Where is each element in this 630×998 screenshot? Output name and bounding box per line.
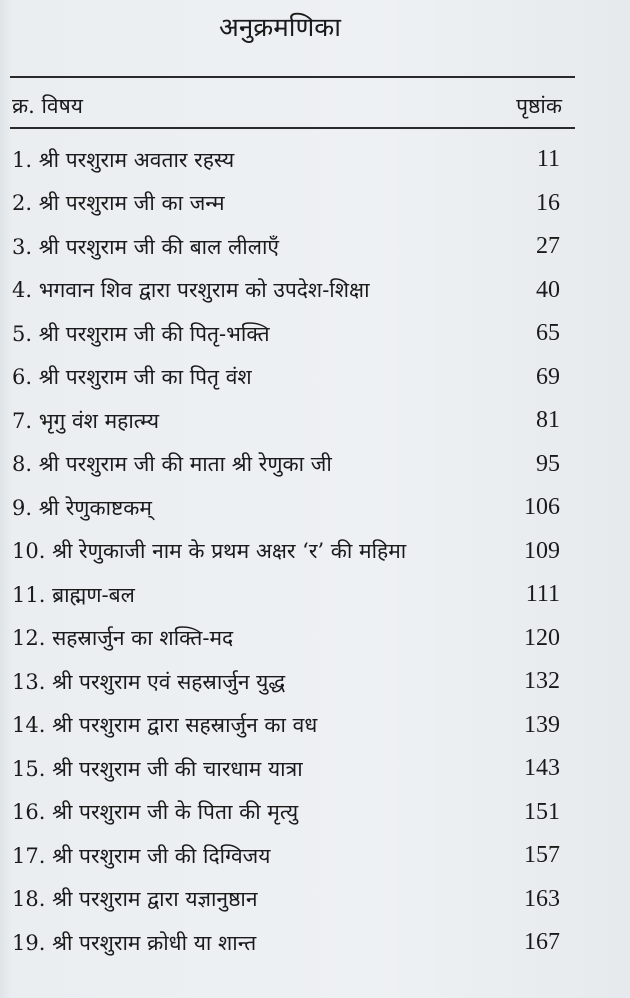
entry-title: 1. श्री परशुराम अवतार रहस्य bbox=[12, 147, 235, 172]
entry-page-number: 81 bbox=[536, 407, 560, 434]
contents-entry: 18. श्री परशुराम द्वारा यज्ञानुष्ठान 163 bbox=[12, 878, 560, 922]
contents-entry: 2. श्री परशुराम जी का जन्म 16 bbox=[12, 182, 560, 226]
entry-title: 8. श्री परशुराम जी की माता श्री रेणुका ज… bbox=[12, 452, 332, 477]
contents-entry: 11. ब्राह्मण-बल 111 bbox=[12, 573, 560, 617]
contents-entry: 1. श्री परशुराम अवतार रहस्य 11 bbox=[12, 138, 560, 182]
entry-title: 2. श्री परशुराम जी का जन्म bbox=[12, 191, 225, 216]
entry-page-number: 163 bbox=[524, 885, 560, 912]
entry-title: 4. भगवान शिव द्वारा परशुराम को उपदेश-शिक… bbox=[12, 278, 370, 303]
contents-list: 1. श्री परशुराम अवतार रहस्य 11 2. श्री परश… bbox=[12, 138, 560, 965]
contents-entry: 10. श्री रेणुकाजी नाम के प्रथम अक्षर ‘र’… bbox=[12, 530, 560, 574]
contents-entry: 4. भगवान शिव द्वारा परशुराम को उपदेश-शिक… bbox=[12, 269, 560, 313]
entry-page-number: 27 bbox=[536, 233, 560, 260]
contents-entry: 17. श्री परशुराम जी की दिग्विजय 157 bbox=[12, 834, 560, 878]
entry-title: 3. श्री परशुराम जी की बाल लीलाएँ bbox=[12, 234, 280, 259]
header-rule bbox=[10, 127, 575, 129]
contents-entry: 13. श्री परशुराम एवं सहस्रार्जुन युद्ध 13… bbox=[12, 660, 560, 704]
entry-title: 12. सहस्रार्जुन का शक्ति-मद bbox=[12, 626, 234, 651]
page-title: अनुक्रमणिका bbox=[218, 13, 342, 43]
entry-title: 18. श्री परशुराम द्वारा यज्ञानुष्ठान bbox=[12, 887, 258, 912]
entry-page-number: 151 bbox=[524, 798, 560, 825]
entry-title: 6. श्री परशुराम जी का पितृ वंश bbox=[12, 365, 252, 390]
contents-entry: 7. भृगु वंश महात्म्य 81 bbox=[12, 399, 560, 443]
entry-title: 17. श्री परशुराम जी की दिग्विजय bbox=[12, 843, 271, 868]
entry-page-number: 132 bbox=[524, 668, 560, 695]
entry-page-number: 106 bbox=[524, 494, 560, 521]
contents-entry: 3. श्री परशुराम जी की बाल लीलाएँ 27 bbox=[12, 225, 560, 269]
entry-page-number: 139 bbox=[524, 711, 560, 738]
table-header: क्र. विषय पृष्ठांक bbox=[12, 92, 562, 120]
entry-title: 19. श्री परशुराम क्रोधी या शान्त bbox=[12, 930, 257, 955]
page-column-header: पृष्ठांक bbox=[516, 94, 562, 118]
contents-entry: 6. श्री परशुराम जी का पितृ वंश 69 bbox=[12, 356, 560, 400]
entry-page-number: 120 bbox=[524, 624, 560, 651]
entry-title: 11. ब्राह्मण-बल bbox=[12, 582, 135, 607]
entry-page-number: 109 bbox=[524, 537, 560, 564]
entry-title: 14. श्री परशुराम द्वारा सहस्रार्जुन का व… bbox=[12, 713, 318, 738]
entry-page-number: 65 bbox=[536, 320, 560, 347]
contents-entry: 16. श्री परशुराम जी के पिता की मृत्यु 151 bbox=[12, 791, 560, 835]
contents-entry: 14. श्री परशुराम द्वारा सहस्रार्जुन का व… bbox=[12, 704, 560, 748]
contents-entry: 8. श्री परशुराम जी की माता श्री रेणुका ज… bbox=[12, 443, 560, 487]
top-rule bbox=[10, 76, 575, 78]
contents-entry: 19. श्री परशुराम क्रोधी या शान्त 167 bbox=[12, 921, 560, 965]
entry-page-number: 167 bbox=[524, 929, 560, 956]
entry-page-number: 143 bbox=[524, 755, 560, 782]
entry-title: 13. श्री परशुराम एवं सहस्रार्जुन युद्ध bbox=[12, 669, 286, 694]
contents-entry: 9. श्री रेणुकाष्टकम् 106 bbox=[12, 486, 560, 530]
entry-page-number: 40 bbox=[536, 276, 560, 303]
entry-page-number: 157 bbox=[524, 842, 560, 869]
contents-entry: 5. श्री परशुराम जी की पितृ-भक्ति 65 bbox=[12, 312, 560, 356]
contents-entry: 15. श्री परशुराम जी की चारधाम यात्रा 143 bbox=[12, 747, 560, 791]
entry-page-number: 11 bbox=[536, 146, 560, 173]
contents-entry: 12. सहस्रार्जुन का शक्ति-मद 120 bbox=[12, 617, 560, 661]
entry-page-number: 95 bbox=[536, 450, 560, 477]
entry-title: 9. श्री रेणुकाष्टकम् bbox=[12, 495, 152, 520]
entry-title: 15. श्री परशुराम जी की चारधाम यात्रा bbox=[12, 756, 303, 781]
entry-title: 5. श्री परशुराम जी की पितृ-भक्ति bbox=[12, 321, 270, 346]
subject-column-header: क्र. विषय bbox=[12, 94, 83, 118]
entry-title: 10. श्री रेणुकाजी नाम के प्रथम अक्षर ‘र’… bbox=[12, 539, 407, 564]
entry-page-number: 111 bbox=[525, 581, 560, 608]
entry-page-number: 16 bbox=[536, 189, 560, 216]
entry-title: 16. श्री परशुराम जी के पिता की मृत्यु bbox=[12, 800, 299, 825]
entry-title: 7. भृगु वंश महात्म्य bbox=[12, 408, 160, 433]
entry-page-number: 69 bbox=[536, 363, 560, 390]
